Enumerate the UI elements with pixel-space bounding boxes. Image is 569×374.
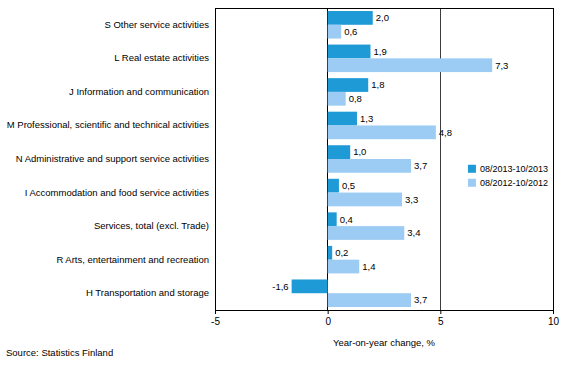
bar: [328, 25, 342, 39]
bar: [328, 159, 411, 173]
tick: -5: [211, 310, 220, 327]
tick-label: 10: [548, 316, 560, 327]
plot: 2,0 1,9 1,8 1,3 1,0 0,5 0,4 0,2 -1,6 0,6 7,3 0,8 4,8…: [7, 8, 560, 327]
bar: [328, 45, 371, 59]
tick-mark: [553, 310, 554, 314]
data-label: 0,5: [342, 180, 355, 191]
data-label: 3,3: [405, 194, 418, 205]
tick: I Accommodation and food service activit…: [25, 187, 215, 198]
source-note: Source: Statistics Finland: [6, 347, 113, 358]
data-label: 0,4: [340, 214, 353, 225]
data-label: 4,8: [439, 127, 452, 138]
tick: R Arts, entertainment and recreation: [56, 254, 215, 265]
axis-line: [216, 311, 554, 315]
data-label: 0,8: [349, 93, 362, 104]
series: [328, 25, 492, 307]
legend-item: 08/2013-10/2013: [468, 164, 548, 174]
tick: 5: [438, 310, 444, 327]
data-label: -1,6: [272, 281, 288, 292]
category-label: M Professional, scientific and technical…: [7, 119, 209, 130]
tick: N Administrative and support service act…: [16, 153, 215, 164]
data-label: 1,9: [373, 46, 386, 57]
category-label: L Real estate activities: [114, 52, 209, 63]
tick: J Information and communication: [69, 86, 215, 97]
bar: [328, 212, 337, 226]
bar: [328, 112, 357, 126]
category-label: Services, total (excl. Trade): [94, 220, 209, 231]
bar: [328, 125, 436, 139]
legend-label: 08/2012-10/2012: [480, 178, 548, 188]
x-axis: -5 0 5 10: [211, 310, 559, 327]
category-label: R Arts, entertainment and recreation: [56, 254, 209, 265]
data-label: 3,7: [414, 294, 427, 305]
tick-mark: [440, 310, 441, 314]
bar: [328, 260, 360, 274]
tick: L Real estate activities: [114, 52, 215, 63]
bar: [292, 279, 328, 293]
tick-mark: [215, 310, 216, 314]
category-label: S Other service activities: [104, 19, 209, 30]
chart: 2,0 1,9 1,8 1,3 1,0 0,5 0,4 0,2 -1,6 0,6 7,3 0,8 4,8…: [0, 0, 569, 374]
data-label: 3,4: [407, 227, 420, 238]
bar: [328, 226, 405, 240]
data-label: 0,2: [335, 247, 348, 258]
tick-label: 5: [438, 316, 444, 327]
legend-swatch: [468, 179, 476, 187]
tick: Services, total (excl. Trade): [94, 220, 215, 231]
plot-frame: [215, 8, 553, 310]
data-label: 7,3: [495, 60, 508, 71]
bar: [328, 11, 373, 25]
tick: 10: [548, 310, 560, 327]
tick: M Professional, scientific and technical…: [7, 119, 215, 130]
series: [292, 11, 373, 293]
axis-line: [215, 9, 216, 311]
tick-label: -5: [211, 316, 220, 327]
y-axis: S Other service activities L Real estate …: [7, 9, 216, 311]
tick: 0: [325, 310, 331, 327]
bar: [328, 78, 369, 92]
data-label: 1,4: [362, 261, 375, 272]
data-labels: 2,0 1,9 1,8 1,3 1,0 0,5 0,4 0,2 -1,6 0,6 7,3 0,8 4,8…: [272, 12, 508, 305]
bar: [328, 246, 333, 260]
bars: [292, 11, 493, 307]
bar: [328, 193, 402, 207]
category-label: H Transportation and storage: [86, 287, 209, 298]
category-label: J Information and communication: [69, 86, 209, 97]
tick: H Transportation and storage: [86, 287, 215, 298]
data-label: 0,6: [344, 26, 357, 37]
data-label: 1,8: [371, 79, 384, 90]
data-label: 2,0: [376, 12, 389, 23]
legend-label: 08/2013-10/2013: [480, 164, 548, 174]
legend-item: 08/2012-10/2012: [468, 178, 548, 188]
tick-label: 0: [325, 316, 331, 327]
data-label: 1,3: [360, 113, 373, 124]
grid-line: [440, 8, 441, 310]
bar: [328, 145, 351, 159]
x-axis-title: Year-on-year change, %: [333, 337, 436, 348]
tick-mark: [328, 310, 329, 314]
category-label: I Accommodation and food service activit…: [25, 187, 210, 198]
bar: [328, 92, 346, 106]
data-label: 3,7: [414, 160, 427, 171]
data-label: 1,0: [353, 146, 366, 157]
legend: 08/2013-10/2013 08/2012-10/2012: [468, 164, 548, 188]
bar: [328, 179, 339, 193]
bar: [328, 58, 492, 72]
category-label: N Administrative and support service act…: [16, 153, 209, 164]
tick: S Other service activities: [104, 19, 215, 30]
bar: [328, 293, 411, 307]
grid: [215, 8, 553, 310]
legend-swatch: [468, 165, 476, 173]
